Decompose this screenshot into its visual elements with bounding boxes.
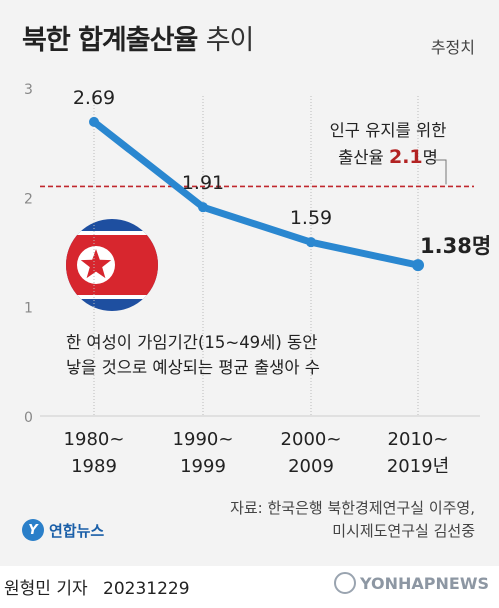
x-tick-label-line: 1999 <box>180 456 226 477</box>
replacement-line2-prefix: 출산율 <box>338 148 384 167</box>
x-tick-label-line: 2010~ <box>387 429 449 450</box>
data-label: 2.69 <box>73 87 115 109</box>
x-tick-label-line: 2019년 <box>386 456 450 477</box>
x-tick-label-line: 1989 <box>71 456 117 477</box>
replacement-rate-callout: 인구 유지를 위한 출산율 2.1명 <box>303 118 473 171</box>
data-point <box>89 116 99 127</box>
data-point <box>306 237 316 248</box>
title-sub: 추이 <box>205 25 255 56</box>
x-tick-label: 2000~ 2009 <box>266 426 356 480</box>
credit-footer: 원형민 기자 20231229 <box>4 574 190 599</box>
brand-text: YONHAPNEWS <box>360 573 489 593</box>
data-label: 1.59 <box>290 207 332 229</box>
line-chart: 0 1 2 3 2.69 1.91 1.59 1.38명 <box>24 82 491 426</box>
reference-callout-bracket <box>430 159 447 185</box>
y-tick-label: 2 <box>24 191 33 207</box>
x-tick-label-line: 1990~ <box>172 429 234 450</box>
data-label: 1.38명 <box>420 234 491 258</box>
series-line <box>90 118 422 269</box>
source-note: 자료: 한국은행 북한경제연구실 이주영, 미시제도연구실 김선중 <box>230 497 475 543</box>
x-tick-label-line: 2000~ <box>280 429 342 450</box>
x-tick-label-line: 1980~ <box>63 429 125 450</box>
x-tick-label-line: 2009 <box>288 456 334 477</box>
title-main: 북한 합계출산율 <box>22 25 198 56</box>
source-line-2: 미시제도연구실 김선중 <box>332 522 475 540</box>
yonhap-logo-icon: Y <box>22 519 44 541</box>
yonhapnews-brand: YONHAPNEWS <box>334 572 489 594</box>
note-line-1: 한 여성이 가임기간(15~49세) 동안 <box>66 333 318 352</box>
x-tick-label: 1990~ 1999 <box>158 426 248 480</box>
x-tick-label: 2010~ 2019년 <box>373 426 463 480</box>
y-tick-label: 1 <box>24 301 33 317</box>
data-point <box>412 259 424 272</box>
north-korea-flag-icon <box>66 219 158 311</box>
chart-title: 북한 합계출산율 추이 <box>22 18 255 57</box>
publish-date: 20231229 <box>103 579 190 599</box>
source-line-1: 자료: 한국은행 북한경제연구실 이주영, <box>230 499 475 517</box>
data-label: 1.91 <box>182 172 224 194</box>
note-line-2: 낳을 것으로 예상되는 평균 출생아 수 <box>66 358 320 377</box>
y-tick-label: 3 <box>24 82 33 98</box>
y-tick-label: 0 <box>24 410 33 426</box>
replacement-line1: 인구 유지를 위한 <box>329 121 447 140</box>
replacement-unit: 명 <box>422 148 438 167</box>
yonhap-logo-text: 연합뉴스 <box>49 521 105 540</box>
data-point <box>198 202 208 213</box>
estimate-label: 추정치 <box>430 38 475 57</box>
reporter-name: 원형민 기자 <box>4 579 88 599</box>
replacement-value: 2.1 <box>388 146 423 168</box>
definition-note: 한 여성이 가임기간(15~49세) 동안 낳을 것으로 예상되는 평균 출생아… <box>66 330 320 380</box>
yonhap-logo: Y 연합뉴스 <box>22 519 104 541</box>
x-tick-label: 1980~ 1989 <box>49 426 139 480</box>
globe-icon <box>334 572 356 594</box>
